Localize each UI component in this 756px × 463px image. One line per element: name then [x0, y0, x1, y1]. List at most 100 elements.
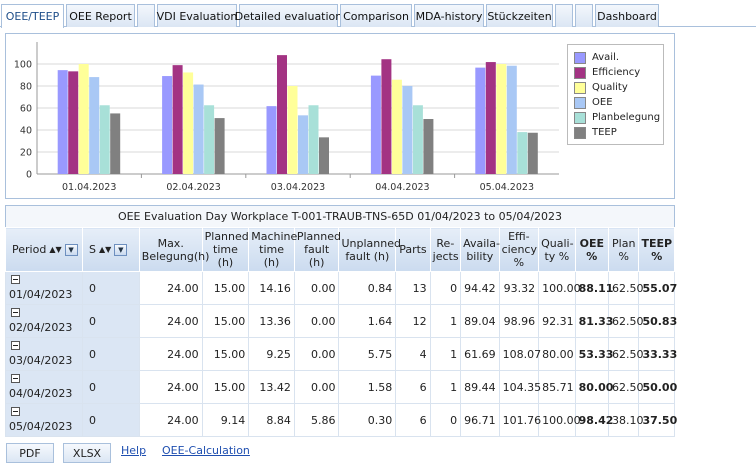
cell-planned-fault: 0.00 [293, 337, 340, 371]
oee-chart-panel: 0 20 40 60 80 100 01.04.2023 02.04.2023 03.04.20… [5, 33, 675, 199]
header-availability[interactable]: Availa-bility [460, 227, 500, 272]
table-row[interactable]: 02/04/2023 0 24.00 15.00 13.36 0.00 1.64 12 1 89.… [4, 304, 677, 338]
collapse-minus-icon[interactable] [11, 374, 20, 383]
cell-planned-fault: 0.00 [293, 370, 340, 404]
cell-max-belegung: 24.00 [138, 304, 203, 338]
cell-unplanned-fault: 0.84 [338, 271, 397, 305]
header-oee[interactable]: OEE % [574, 227, 610, 272]
filter-dropdown-icon[interactable]: ▼ [114, 243, 128, 256]
table-row[interactable]: 01/04/2023 0 24.00 15.00 14.16 0.00 0.84 13 0 94.… [4, 271, 677, 305]
bar-avail [475, 67, 486, 174]
tab-blank-2[interactable] [555, 4, 573, 27]
bar-efficiency [381, 59, 392, 175]
collapse-minus-icon[interactable] [11, 308, 20, 317]
cell-planned-fault: 0.00 [293, 271, 340, 305]
grid-title: OEE Evaluation Day Workplace T-001-TRAUB… [5, 205, 675, 227]
cell-period[interactable]: 02/04/2023 [4, 304, 84, 338]
cell-machine-time: 13.36 [248, 304, 295, 338]
x-tick-label: 04.04.2023 [375, 182, 429, 193]
cell-teep: 55.07 [638, 271, 677, 305]
x-tick-label: 02.04.2023 [166, 182, 220, 193]
tab-mda-history[interactable]: MDA-history [414, 4, 484, 27]
bar-oee [193, 84, 204, 174]
tab-blank-1[interactable] [137, 4, 155, 27]
sort-updown-icon[interactable]: ▲▼ [99, 245, 112, 254]
header-shift[interactable]: S ▲▼ ▼ [82, 227, 140, 272]
tab-oee-report[interactable]: OEE Report [66, 4, 135, 27]
header-planned-time[interactable]: Planned time (h) [201, 227, 250, 272]
cell-availability: 96.71 [460, 403, 500, 437]
tab-blank-3[interactable] [575, 4, 593, 27]
header-unplanned-fault[interactable]: Unplanned fault (h) [338, 227, 401, 272]
header-period[interactable]: Period ▲▼ ▼ [4, 227, 84, 272]
pdf-button[interactable]: PDF [6, 443, 54, 463]
legend-item-teep: TEEP [574, 126, 617, 139]
cell-shift: 0 [82, 271, 140, 305]
table-row[interactable]: 05/04/2023 0 24.00 9.14 8.84 5.86 0.30 6 0 96.71 1… [4, 403, 677, 437]
collapse-minus-icon[interactable] [11, 275, 20, 284]
table-row[interactable]: 04/04/2023 0 24.00 15.00 13.42 0.00 1.58 6 1 89.4… [4, 370, 677, 404]
header-teep[interactable]: TEEP % [638, 227, 675, 272]
cell-rejects: 1 [429, 304, 462, 338]
header-max-belegung[interactable]: Max. Belegung(h) [138, 227, 209, 272]
filter-dropdown-icon[interactable]: ▼ [64, 243, 78, 256]
xlsx-button[interactable]: XLSX [63, 443, 111, 463]
cell-planned-time: 15.00 [201, 370, 250, 404]
cell-rejects: 1 [429, 337, 462, 371]
cell-period[interactable]: 05/04/2023 [4, 403, 84, 437]
cell-teep: 37.50 [638, 403, 677, 437]
tab-vdi-evaluation[interactable]: VDI Evaluation [157, 4, 237, 27]
help-link[interactable]: Help [121, 444, 147, 457]
bar-planbelegung [517, 132, 528, 174]
legend-label: TEEP [592, 127, 617, 138]
cell-period[interactable]: 04/04/2023 [4, 370, 84, 404]
cell-machine-time: 8.84 [248, 403, 295, 437]
tab-dashboard[interactable]: Dashboard [595, 4, 659, 27]
header-parts[interactable]: Parts [395, 227, 431, 272]
header-quality[interactable]: Quali-ty % [538, 227, 576, 272]
legend-item-planbelegung: Planbelegung [574, 111, 660, 124]
collapse-minus-icon[interactable] [11, 407, 20, 416]
period-value: 03/04/2023 [9, 354, 73, 367]
table-row[interactable]: 03/04/2023 0 24.00 15.00 9.25 0.00 5.75 4 1 61.69… [4, 337, 677, 371]
header-rejects[interactable]: Re-jects [429, 227, 462, 272]
legend-item-efficiency: Efficiency [574, 66, 640, 79]
x-tick-label: 03.04.2023 [271, 182, 325, 193]
cell-period[interactable]: 03/04/2023 [4, 337, 84, 371]
sort-updown-icon[interactable]: ▲▼ [49, 245, 62, 254]
bar-oee [402, 86, 413, 174]
tab-stueckzeiten[interactable]: Stückzeiten [486, 4, 553, 27]
cell-period[interactable]: 01/04/2023 [4, 271, 84, 305]
period-value: 04/04/2023 [9, 387, 73, 400]
bar-quality [496, 64, 507, 174]
cell-efficiency: 98.96 [498, 304, 540, 338]
tab-comparison[interactable]: Comparison [340, 4, 412, 27]
y-tick-label: 0 [26, 170, 32, 181]
cell-availability: 94.42 [460, 271, 500, 305]
bar-efficiency [277, 55, 287, 174]
bar-planbelegung [308, 105, 319, 174]
cell-rejects: 0 [429, 271, 462, 305]
cell-plan: 62.50 [608, 337, 644, 371]
tab-oee-teep[interactable]: OEE/TEEP [1, 4, 64, 28]
header-planned-fault[interactable]: Planned fault (h) [293, 227, 341, 272]
tab-bar: OEE/TEEP OEE Report VDI Evaluation Detai… [0, 4, 756, 28]
cell-max-belegung: 24.00 [138, 271, 203, 305]
header-machine-time[interactable]: Machine time (h) [248, 227, 297, 272]
bar-quality [78, 64, 89, 174]
legend-swatch-quality [574, 81, 586, 94]
tab-detailed-evaluation[interactable]: Detailed evaluation [235, 4, 342, 27]
cell-planned-fault: 5.86 [293, 403, 340, 437]
bar-teep [423, 119, 434, 174]
cell-parts: 6 [395, 370, 431, 404]
collapse-minus-icon[interactable] [11, 341, 20, 350]
cell-teep: 33.33 [638, 337, 677, 371]
cell-planned-fault: 0.00 [293, 304, 340, 338]
header-efficiency[interactable]: Effi-ciency % [498, 227, 540, 272]
cell-quality: 85.71 [538, 370, 576, 404]
bar-planbelegung [412, 105, 423, 174]
header-plan[interactable]: Plan % [608, 227, 640, 272]
bar-teep [214, 118, 225, 174]
oee-calculation-link[interactable]: OEE-Calculation [162, 444, 250, 457]
bar-efficiency [172, 65, 183, 174]
